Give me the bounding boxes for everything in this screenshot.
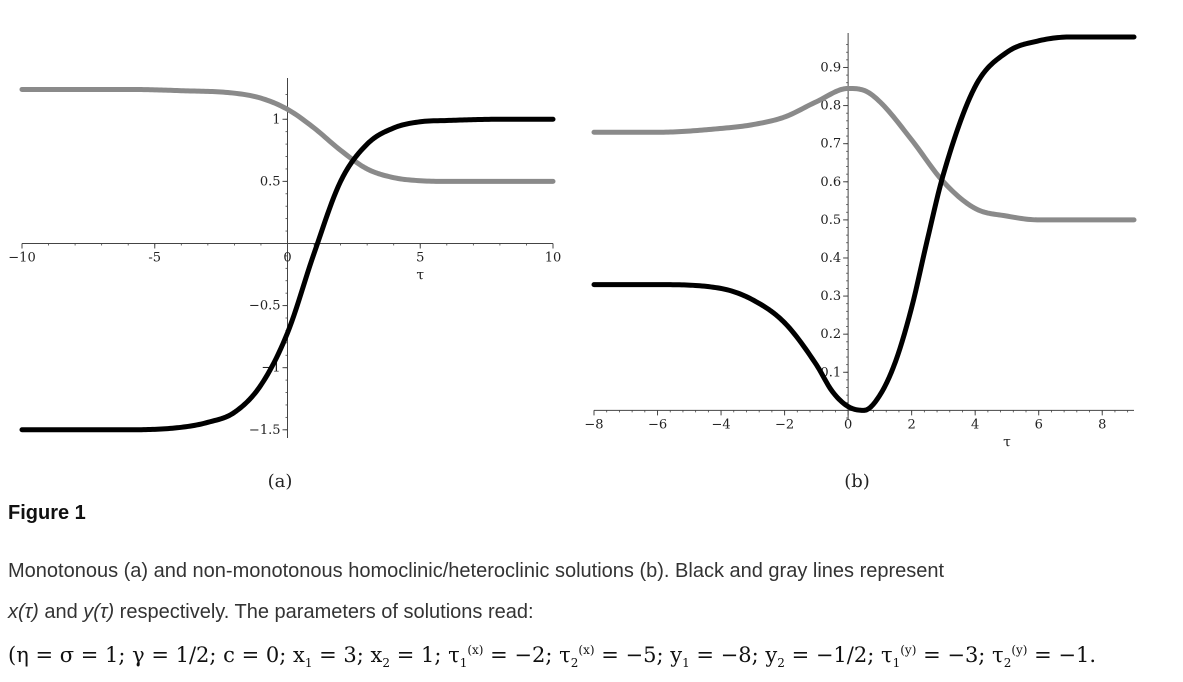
caption-line-2: x(τ) and y(τ) respectively. The paramete… xyxy=(8,601,534,624)
figure-panels: −10 -5 0 5 10−1.5−1−0.50.51τ(a) −8 −6 −4 −2 0 2 4 6… xyxy=(8,33,1137,492)
params-y1-sub: 1 xyxy=(682,656,690,671)
x-tick-label: 6 xyxy=(1035,417,1043,432)
panel-label: (a) xyxy=(268,471,293,492)
panel-a: −10 -5 0 5 10−1.5−1−0.50.51τ(a) xyxy=(8,78,561,492)
x-tick-label: 10 xyxy=(545,250,562,265)
params-t2x-rest: = −5; y xyxy=(594,643,683,667)
panel-b: −8 −6 −4 −2 0 2 4 6 80.10.20.30.40.50.60.70.80.9… xyxy=(584,33,1137,492)
params-y2-rest: = −1/2; τ xyxy=(784,643,893,667)
params-t1y-sup: (y) xyxy=(900,643,917,657)
y-tick-label: 0.5 xyxy=(820,213,841,228)
params-t2x-sup: (x) xyxy=(578,643,595,657)
params-t1x-rest: = −2; τ xyxy=(483,643,571,667)
params-t2y-sup: (y) xyxy=(1011,643,1028,657)
params-y2-sub: 2 xyxy=(777,656,785,671)
caption-parameters: (η = σ = 1; γ = 1/2; c = 0; x1 = 3; x2 =… xyxy=(8,643,1096,670)
x-tick-label: 0 xyxy=(283,250,291,265)
x-tick-label: −6 xyxy=(648,417,667,432)
params-t1x-sup: (x) xyxy=(467,643,484,657)
y-tick-label: 0.6 xyxy=(820,175,841,190)
x-tick-label: −8 xyxy=(584,417,603,432)
x-tick-label: −10 xyxy=(8,250,35,265)
y-tick-label: 0.8 xyxy=(820,99,841,114)
series-line-x xyxy=(19,116,556,433)
params-open: (η = σ = 1; γ = 1/2; c = 0; x xyxy=(8,643,305,667)
params-t2y-sub: 2 xyxy=(1003,656,1012,671)
panel-label: (b) xyxy=(844,471,870,492)
y-tick-label: 0.3 xyxy=(820,289,841,304)
x-axis-label: τ xyxy=(1003,434,1011,450)
caption-line-1: Monotonous (a) and non-monotonous homocl… xyxy=(8,560,945,582)
params-x1-rest: = 3; x xyxy=(312,643,383,667)
x-tick-label: 0 xyxy=(844,417,852,432)
series-line-x xyxy=(591,34,1137,413)
y-tick-label: −0.5 xyxy=(249,299,281,314)
params-x2-sub: 2 xyxy=(382,656,391,671)
x-tick-label: -5 xyxy=(148,250,161,265)
x-axis-label: τ xyxy=(416,267,424,283)
x-tick-label: 4 xyxy=(971,417,979,432)
y-tick-label: 0.2 xyxy=(820,327,841,342)
params-t1x-sub: 1 xyxy=(459,656,468,671)
series-line-y xyxy=(591,85,1137,223)
params-y1-rest: = −8; y xyxy=(689,643,778,667)
figure-title: Figure 1 xyxy=(8,502,86,524)
x-tick-label: −2 xyxy=(775,417,794,432)
params-x1-sub: 1 xyxy=(304,656,313,671)
x-tick-label: −4 xyxy=(711,417,730,432)
y-tick-label: 1 xyxy=(272,112,280,127)
y-tick-label: 0.7 xyxy=(820,137,841,152)
params-t2x-sub: 2 xyxy=(570,656,579,671)
y-tick-label: 0.5 xyxy=(260,174,281,189)
caption-y-label: y(τ) xyxy=(83,601,115,623)
y-tick-label: 0.9 xyxy=(820,60,841,75)
caption-x-label: x(τ) xyxy=(8,601,39,623)
params-close: = −1. xyxy=(1027,643,1097,667)
params-t1y-sub: 1 xyxy=(892,656,901,671)
caption-line-2-rest: respectively. The parameters of solution… xyxy=(114,601,534,623)
series-line-y xyxy=(19,86,556,184)
params-t1y-rest: = −3; τ xyxy=(916,643,1004,667)
params-x2-rest: = 1; τ xyxy=(390,643,460,667)
y-tick-label: −1.5 xyxy=(249,423,281,438)
y-tick-label: 0.4 xyxy=(820,251,841,266)
x-tick-label: 8 xyxy=(1098,417,1106,432)
caption-and: and xyxy=(38,601,84,623)
x-tick-label: 2 xyxy=(908,417,916,432)
x-tick-label: 5 xyxy=(416,250,424,265)
